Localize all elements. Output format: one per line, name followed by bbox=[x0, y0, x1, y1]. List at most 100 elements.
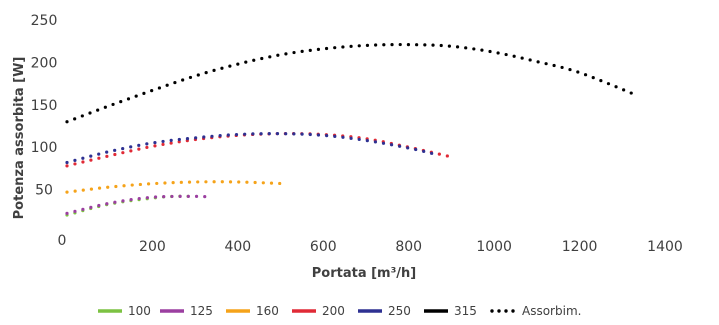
data-point-315 bbox=[65, 120, 69, 124]
x-tick-label: 400 bbox=[224, 239, 251, 255]
data-point-160 bbox=[228, 180, 233, 184]
data-point-160 bbox=[245, 180, 249, 184]
y-tick-label: 100 bbox=[31, 140, 58, 156]
data-point-250 bbox=[234, 132, 239, 137]
data-point-200 bbox=[169, 141, 173, 145]
y-axis-ticks: 50 100 150 200 250 bbox=[31, 13, 58, 199]
data-point-250 bbox=[218, 134, 222, 138]
data-point-315 bbox=[119, 100, 123, 104]
data-point-125 bbox=[65, 211, 69, 215]
y-tick-label: 50 bbox=[35, 183, 53, 199]
data-point-200 bbox=[137, 147, 141, 151]
data-point-250 bbox=[161, 139, 165, 144]
data-point-250 bbox=[251, 132, 255, 136]
data-point-315 bbox=[447, 44, 451, 48]
data-point-200 bbox=[73, 162, 77, 166]
legend-item-Assorbim.: Assorbim. bbox=[490, 304, 581, 318]
data-point-250 bbox=[357, 137, 361, 142]
data-point-125 bbox=[162, 195, 166, 199]
data-point-200 bbox=[97, 156, 101, 160]
data-point-315 bbox=[244, 60, 248, 64]
data-point-315 bbox=[536, 60, 540, 64]
data-point-125 bbox=[121, 199, 125, 203]
data-point-315 bbox=[157, 86, 162, 90]
data-point-200 bbox=[65, 164, 69, 168]
data-point-315 bbox=[300, 49, 304, 53]
data-point-315 bbox=[382, 43, 386, 47]
data-point-125 bbox=[105, 202, 109, 206]
data-point-125 bbox=[186, 194, 190, 198]
data-point-315 bbox=[268, 55, 272, 59]
data-point-250 bbox=[341, 135, 345, 139]
data-point-160 bbox=[212, 180, 216, 184]
data-point-315 bbox=[292, 50, 296, 55]
data-point-250 bbox=[406, 146, 410, 150]
data-point-250 bbox=[210, 134, 214, 138]
data-point-250 bbox=[73, 158, 77, 162]
data-point-315 bbox=[228, 64, 232, 68]
series-315 bbox=[65, 42, 633, 124]
data-point-315 bbox=[599, 78, 603, 83]
data-point-315 bbox=[374, 43, 378, 47]
data-point-250 bbox=[430, 151, 434, 155]
x-tick-label: 1400 bbox=[647, 239, 683, 255]
y-axis-title: Potenza assorbita [W] bbox=[12, 57, 27, 220]
data-point-160 bbox=[65, 190, 69, 194]
data-point-160 bbox=[73, 189, 77, 193]
data-point-315 bbox=[260, 56, 264, 61]
legend-item-200: 200 bbox=[292, 304, 345, 318]
data-point-160 bbox=[261, 181, 265, 185]
legend-swatch-dot bbox=[497, 309, 501, 313]
data-point-315 bbox=[431, 43, 435, 47]
x-tick-label: 1200 bbox=[562, 239, 598, 255]
legend-item-125: 125 bbox=[160, 304, 213, 318]
data-point-125 bbox=[73, 209, 77, 213]
series-100 bbox=[65, 194, 190, 217]
legend-swatch-dot bbox=[504, 309, 508, 313]
data-point-200 bbox=[437, 152, 441, 156]
series-125 bbox=[65, 194, 207, 215]
data-point-315 bbox=[236, 62, 240, 66]
data-point-315 bbox=[568, 67, 572, 72]
data-point-250 bbox=[97, 152, 101, 156]
data-point-200 bbox=[121, 151, 125, 155]
data-point-125 bbox=[113, 200, 117, 204]
legend-label: 100 bbox=[128, 304, 151, 318]
data-point-315 bbox=[324, 46, 329, 51]
data-point-315 bbox=[142, 91, 146, 95]
data-point-315 bbox=[173, 80, 177, 85]
legend: 100 125 160 200 250 315 Assorbim. bbox=[98, 304, 581, 318]
data-point-200 bbox=[105, 154, 109, 158]
data-point-315 bbox=[415, 43, 419, 47]
data-point-315 bbox=[560, 65, 564, 70]
data-point-250 bbox=[113, 148, 117, 152]
data-point-315 bbox=[134, 94, 138, 98]
data-point-160 bbox=[155, 181, 159, 186]
data-point-160 bbox=[81, 188, 85, 192]
x-tick-label: 600 bbox=[310, 239, 337, 255]
data-point-160 bbox=[138, 182, 142, 187]
legend-label: 250 bbox=[388, 304, 411, 318]
data-point-315 bbox=[606, 82, 611, 86]
data-point-250 bbox=[185, 137, 190, 141]
data-point-250 bbox=[275, 132, 280, 136]
data-point-200 bbox=[145, 145, 149, 150]
legend-label: 125 bbox=[190, 304, 213, 318]
data-point-315 bbox=[284, 52, 288, 56]
data-point-315 bbox=[103, 105, 107, 109]
legend-label: Assorbim. bbox=[522, 304, 581, 318]
data-point-125 bbox=[178, 194, 182, 198]
series-160 bbox=[65, 180, 282, 194]
data-point-200 bbox=[113, 152, 117, 157]
data-point-250 bbox=[65, 160, 69, 165]
data-point-250 bbox=[373, 140, 378, 144]
y-tick-label: 200 bbox=[31, 55, 58, 71]
x-tick-label: 800 bbox=[395, 239, 422, 255]
data-point-315 bbox=[423, 43, 427, 47]
data-point-125 bbox=[81, 207, 85, 211]
data-point-250 bbox=[292, 132, 296, 136]
x-tick-label: 1000 bbox=[476, 239, 512, 255]
data-point-200 bbox=[445, 154, 449, 158]
data-point-315 bbox=[150, 89, 154, 93]
